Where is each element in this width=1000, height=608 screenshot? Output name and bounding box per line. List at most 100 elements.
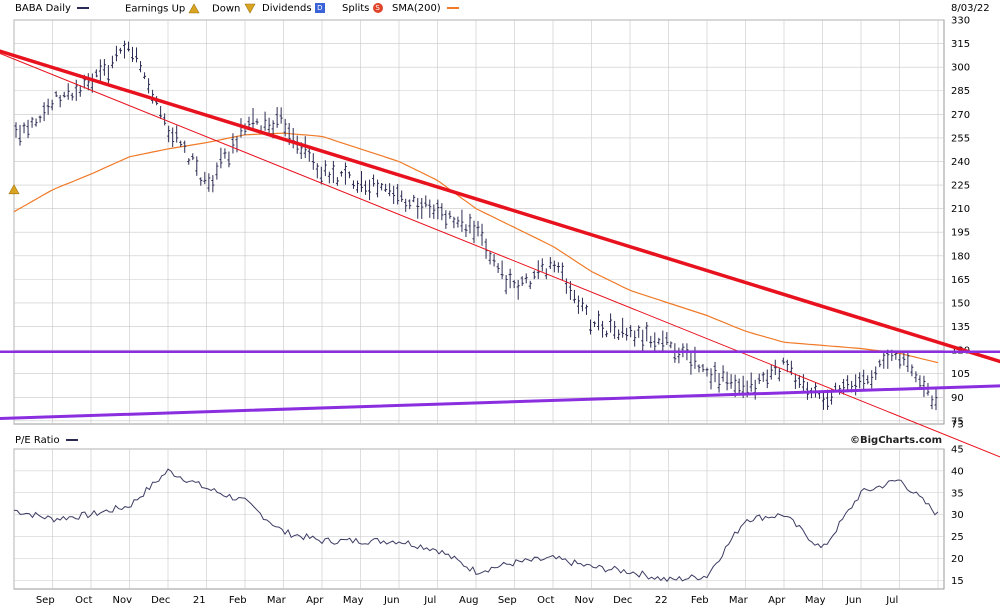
- price-bar: [58, 95, 62, 108]
- month-label: Oct: [75, 595, 92, 606]
- price-bar: [14, 122, 18, 138]
- price-bar: [388, 183, 392, 197]
- price-bar: [223, 148, 227, 159]
- chart-date: 8/03/22: [951, 3, 990, 14]
- pe-tick-label: 25: [951, 532, 964, 543]
- price-bar: [384, 183, 388, 192]
- price-tick-label: 300: [951, 63, 970, 74]
- price-bar: [564, 278, 568, 294]
- price-bar: [641, 329, 645, 353]
- trendline-red-thick: [0, 49, 1000, 364]
- price-bar: [118, 47, 122, 54]
- price-bar: [275, 107, 279, 128]
- legend-down: Down: [212, 3, 256, 15]
- price-tick-label: 90: [951, 393, 964, 404]
- price-bar: [106, 65, 110, 84]
- price-bar: [906, 351, 910, 373]
- price-tick-label: 210: [951, 204, 970, 215]
- price-bar: [520, 276, 524, 286]
- price-tick-label: 165: [951, 275, 970, 286]
- price-bar: [70, 92, 74, 101]
- month-label: Nov: [112, 595, 132, 606]
- price-bar: [34, 118, 38, 127]
- price-bar: [444, 210, 448, 229]
- price-bar: [408, 199, 412, 210]
- price-bar: [813, 382, 817, 398]
- price-bar: [339, 170, 343, 177]
- price-bar: [66, 83, 70, 100]
- symbol-title: BABA Daily: [15, 3, 90, 14]
- price-bar: [424, 195, 428, 208]
- pe-title: P/E Ratio: [15, 435, 78, 446]
- price-bar: [637, 325, 641, 338]
- price-bar: [396, 183, 400, 205]
- price-bar: [279, 107, 283, 124]
- price-bar: [878, 359, 882, 368]
- price-bar: [858, 372, 862, 389]
- legend-sma: SMA(200): [392, 3, 459, 14]
- price-bar: [50, 99, 54, 111]
- legend-sma-label: SMA(200): [392, 3, 441, 14]
- month-label: 22: [655, 595, 668, 606]
- pe-tick-label: 45: [951, 445, 964, 456]
- price-bar: [331, 160, 335, 184]
- price-bar: [139, 61, 143, 73]
- price-axis: 330 315 300 285 270 255 240 225 210 195 180 165 150 1…: [951, 16, 970, 431]
- price-bar: [364, 180, 368, 195]
- price-bar: [822, 392, 826, 410]
- pe-label: P/E Ratio: [15, 435, 60, 446]
- legend-earnings-up: Earnings Up: [125, 3, 200, 15]
- price-bar: [347, 171, 351, 179]
- price-bar: [94, 69, 98, 78]
- price-bar: [468, 213, 472, 234]
- price-bar: [22, 122, 26, 134]
- price-bar: [681, 343, 685, 358]
- price-bar: [376, 179, 380, 198]
- price-bar: [135, 47, 139, 63]
- month-label: 21: [193, 595, 206, 606]
- price-bar: [556, 262, 560, 273]
- price-bar: [757, 373, 761, 384]
- price-bar: [781, 357, 785, 365]
- price-bar: [914, 371, 918, 383]
- price-bar: [580, 297, 584, 312]
- price-bar: [488, 250, 492, 265]
- trendline-red-thin: [0, 52, 1000, 458]
- earnings-up-marker: [8, 184, 20, 195]
- price-bar: [793, 373, 797, 390]
- price-bar: [412, 194, 416, 203]
- price-bar: [713, 361, 717, 383]
- price-bar: [74, 79, 78, 101]
- legend-splits: Splits S: [342, 3, 383, 14]
- price-bar: [440, 203, 444, 221]
- price-bar: [207, 173, 211, 192]
- price-bar: [625, 327, 629, 341]
- price-tick-label: 330: [951, 16, 970, 27]
- price-bar: [657, 337, 661, 345]
- price-bar: [476, 221, 480, 237]
- price-bar: [512, 280, 516, 289]
- triangle-down-icon: [244, 3, 256, 14]
- pe-grid: [13, 448, 944, 589]
- price-bar: [866, 375, 870, 385]
- price-bar: [54, 91, 58, 98]
- price-bar: [267, 117, 271, 134]
- trendline-purple-rising: [0, 384, 1000, 420]
- price-bar: [335, 177, 339, 186]
- month-label: Jun: [845, 595, 862, 606]
- price-bar: [102, 59, 106, 76]
- price-bar: [456, 216, 460, 228]
- price-bar: [122, 40, 126, 59]
- sma-200-line: [13, 132, 939, 364]
- price-bar: [78, 85, 82, 97]
- price-bar: [428, 199, 432, 218]
- price-bar: [492, 253, 496, 267]
- price-tick-label: 225: [951, 181, 970, 192]
- month-label: Nov: [574, 595, 594, 606]
- price-bar: [131, 46, 135, 62]
- dividend-icon: D: [314, 3, 325, 13]
- price-bar: [785, 359, 789, 373]
- price-bar: [826, 389, 830, 410]
- price-bar: [621, 317, 625, 338]
- pe-tick-label: 20: [951, 554, 964, 565]
